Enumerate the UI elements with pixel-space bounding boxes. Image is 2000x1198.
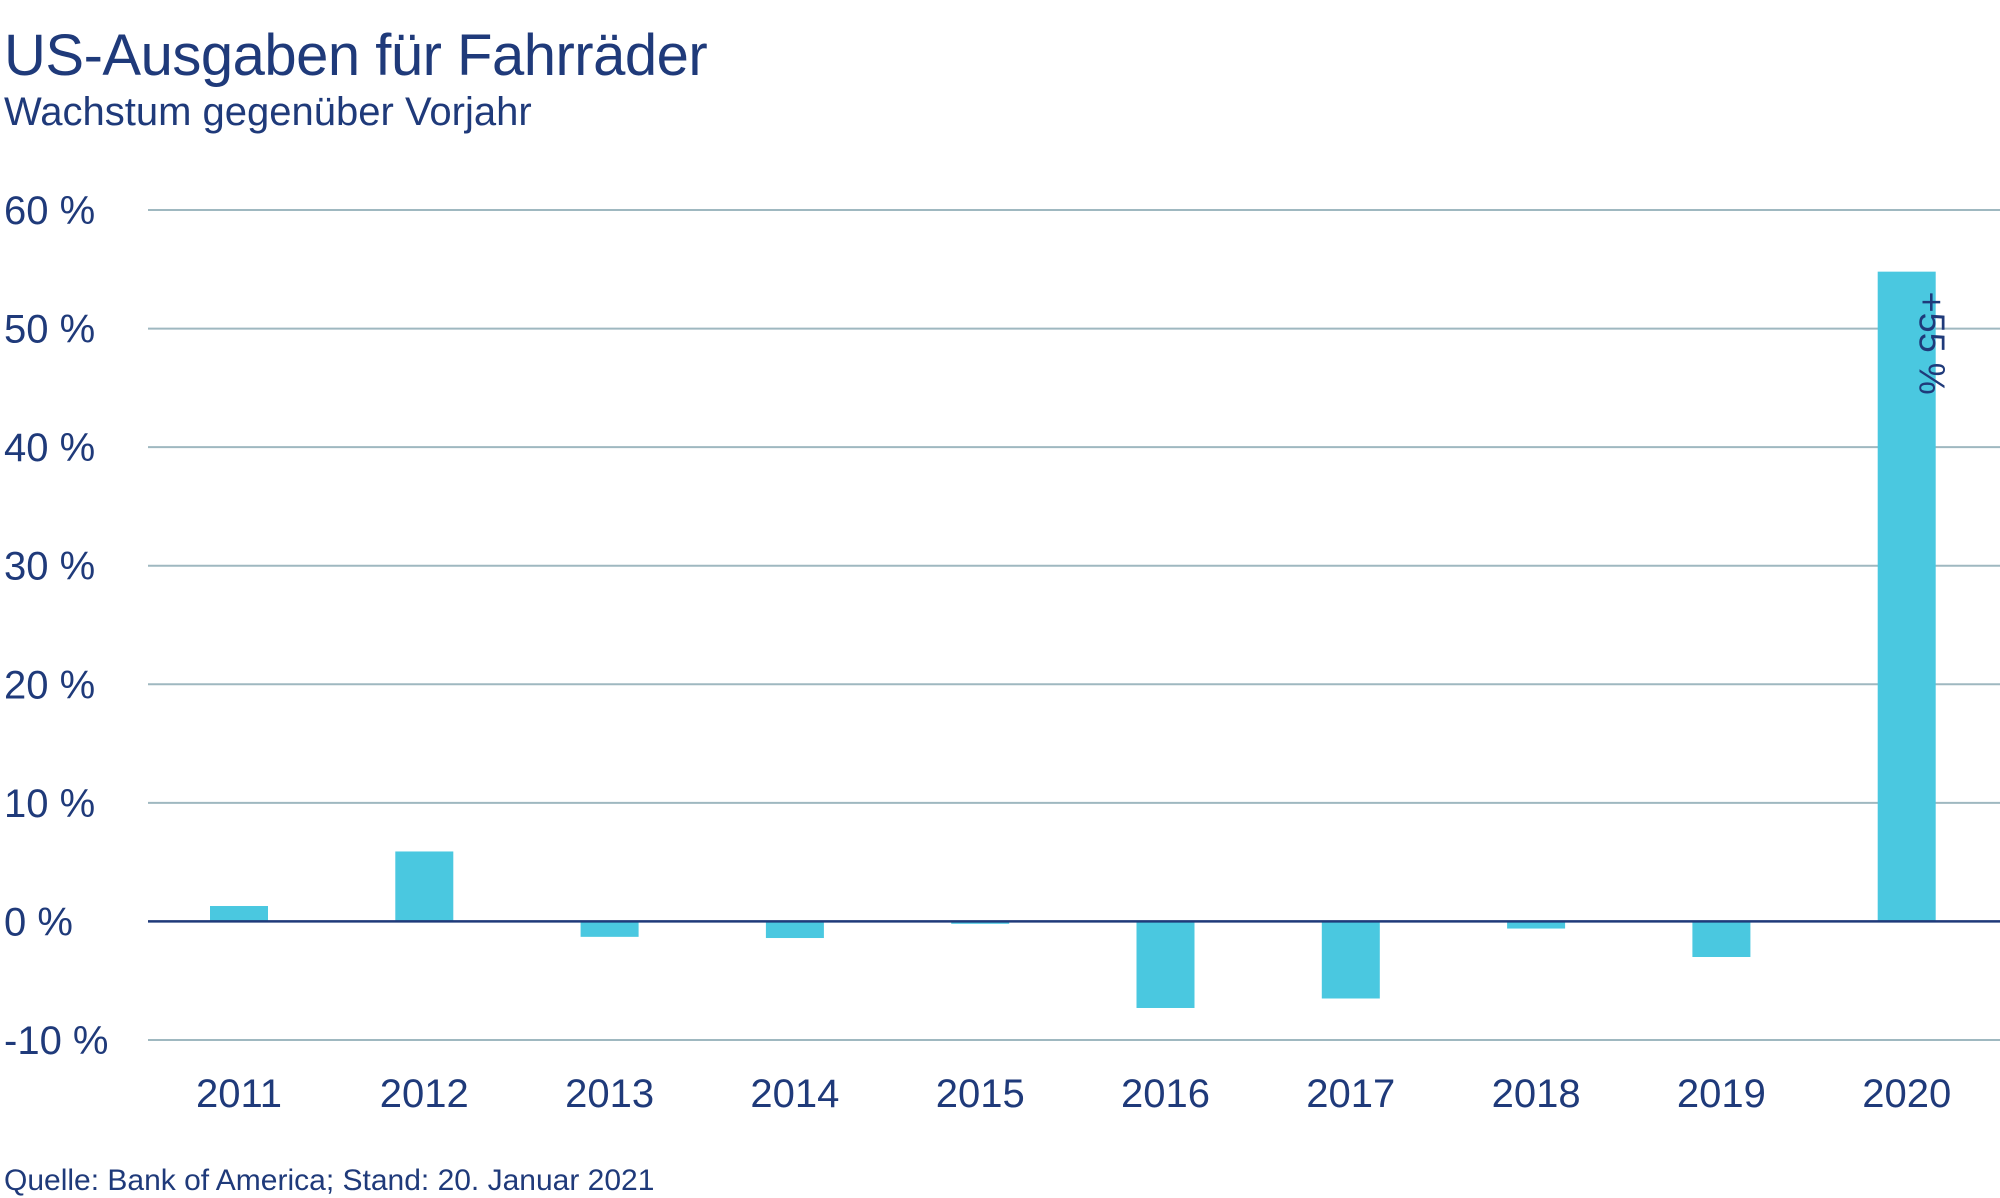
bar-2012 [395,851,454,922]
x-tick-label: 2020 [1862,1072,1951,1116]
source-note: Quelle: Bank of America; Stand: 20. Janu… [4,1164,655,1197]
bar-2018 [1507,921,1566,929]
x-tick-label: 2016 [1121,1072,1210,1116]
y-axis-ticks: -10 % 0 % 10 % 20 % 30 % 40 % 50 % 60 % [4,189,109,1063]
bar-2016 [1136,921,1195,1008]
x-tick-label: 2015 [936,1072,1025,1116]
bars [210,271,1936,1008]
y-tick-label: 10 % [4,782,95,826]
x-tick-label: 2017 [1306,1072,1395,1116]
y-tick-label: 40 % [4,426,95,470]
bar-2020 [1877,271,1936,922]
grid-lines [148,209,2000,1041]
bar-2011 [210,906,268,922]
x-tick-label: 2014 [750,1072,839,1116]
bar-annotations: +55 % [1912,292,1953,395]
y-tick-label: 60 % [4,189,95,233]
chart-title: US-Ausgaben für Fahrräder [4,23,708,88]
y-tick-label: 50 % [4,308,95,352]
bar-2017 [1321,921,1380,999]
x-tick-label: 2012 [380,1072,469,1116]
chart-subtitle: Wachstum gegenüber Vorjahr [4,90,532,134]
bar-2019 [1692,921,1751,957]
x-tick-label: 2011 [196,1072,282,1116]
bar-value-label: +55 % [1912,292,1953,395]
x-tick-label: 2013 [565,1072,654,1116]
x-tick-label: 2019 [1677,1072,1766,1116]
x-tick-label: 2018 [1492,1072,1581,1116]
y-tick-label: 30 % [4,545,95,589]
y-tick-label: 20 % [4,663,95,707]
y-tick-label: -10 % [4,1019,109,1063]
x-axis-ticks: 2011 2012 2013 2014 2015 2016 2017 2018 2019 2020 [196,1072,1951,1116]
y-tick-label: 0 % [4,900,73,944]
bar-2013 [580,921,639,937]
bar-2014 [765,921,824,939]
